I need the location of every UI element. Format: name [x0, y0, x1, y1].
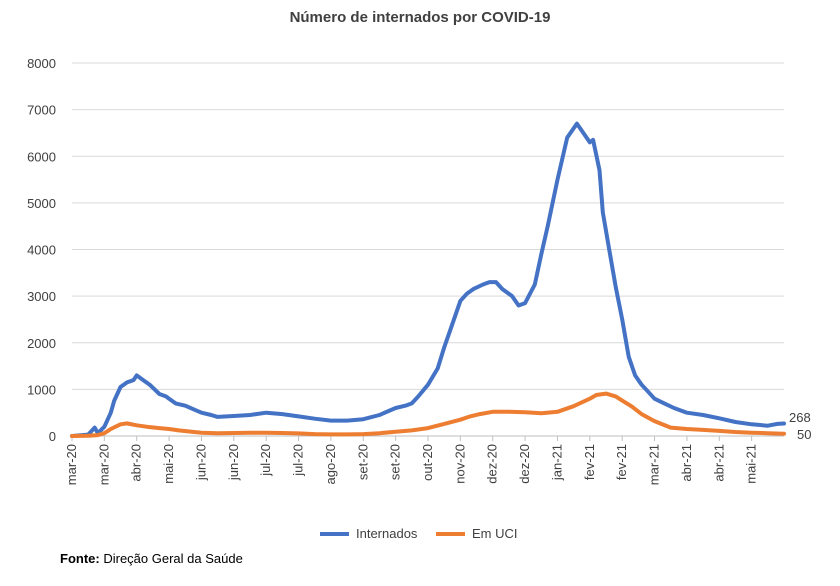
y-tick-label-1000: 1000 [27, 382, 56, 397]
y-tick-label-4000: 4000 [27, 243, 56, 258]
x-tick-label: fev-21 [614, 444, 629, 480]
x-tick-label: mar-20 [64, 444, 79, 485]
y-tick-label-5000: 5000 [27, 196, 56, 211]
y-tick-label-8000: 8000 [27, 56, 56, 71]
x-tick-label: mar-21 [647, 444, 662, 485]
x-tick-label: jan-21 [549, 444, 564, 481]
y-tick-label-2000: 2000 [27, 336, 56, 351]
x-tick-label: jun-20 [193, 444, 208, 481]
uci-end-label: 50 [797, 427, 811, 442]
source-label: Fonte: [60, 551, 100, 566]
legend-uci-label: Em UCI [472, 526, 518, 541]
chart-title: Número de internados por COVID-19 [290, 9, 551, 26]
series-line-internados [70, 121, 786, 438]
y-tick-label-3000: 3000 [27, 289, 56, 304]
y-tick-label-0: 0 [49, 429, 56, 444]
x-tick-label: nov-20 [452, 444, 467, 484]
legend: Internados Em UCI [320, 526, 518, 541]
x-tick-label: jul-20 [291, 444, 306, 477]
x-tick-label: abr-21 [711, 444, 726, 482]
x-tick-label: mai-21 [744, 444, 759, 484]
series-line-em-uci [70, 391, 786, 438]
x-tick-label: mai-20 [161, 444, 176, 484]
x-tick-label: jun-20 [226, 444, 241, 481]
source-note: Fonte: Direção Geral da Saúde [60, 551, 243, 566]
y-axis-ticks: 0 1000 2000 3000 4000 5000 6000 7000 8000 [27, 56, 56, 444]
x-tick-label: jul-20 [258, 444, 273, 477]
x-tick-label: set-20 [388, 444, 403, 480]
y-tick-label-6000: 6000 [27, 149, 56, 164]
x-tick-label: dez-20 [517, 444, 532, 484]
x-axis-ticks: mar-20 mar-20 abr-20 mai-20 jun-20 jun-20 jul-… [64, 436, 759, 485]
x-tick-label: mar-20 [96, 444, 111, 485]
source-text: Direção Geral da Saúde [103, 551, 243, 566]
x-tick-label: set-20 [355, 444, 370, 480]
x-tick-label: dez-20 [485, 444, 500, 484]
x-tick-label: fev-21 [582, 444, 597, 480]
legend-internados-label: Internados [356, 526, 418, 541]
y-tick-label-7000: 7000 [27, 103, 56, 118]
gridlines [72, 62, 784, 437]
x-tick-label: abr-20 [129, 444, 144, 482]
x-tick-label: ago-20 [323, 444, 338, 484]
internados-end-label: 268 [789, 410, 811, 425]
x-tick-label: out-20 [420, 444, 435, 481]
series-lines [70, 121, 786, 438]
x-tick-label: abr-21 [679, 444, 694, 482]
